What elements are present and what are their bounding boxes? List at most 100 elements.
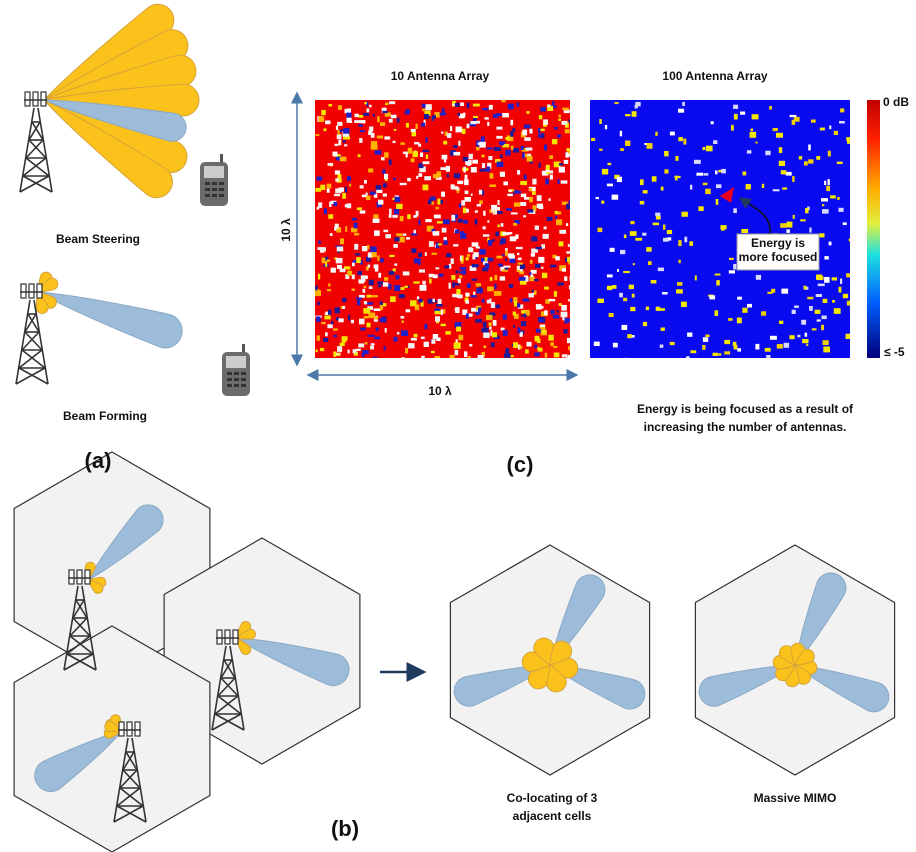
speckle (557, 282, 564, 285)
speckle (394, 209, 399, 214)
speckle (466, 313, 469, 318)
speckle (486, 167, 490, 172)
speckle (456, 271, 459, 274)
speckle (615, 102, 619, 104)
speckle (488, 240, 492, 246)
speckle (770, 336, 777, 340)
speckle (337, 265, 342, 269)
speckle (345, 187, 347, 193)
speckle (505, 259, 507, 261)
speckle (491, 302, 495, 308)
speckle (342, 306, 345, 309)
speckle (547, 172, 550, 174)
speckle (765, 348, 771, 352)
speckle (405, 348, 408, 354)
speckle (613, 343, 618, 348)
speckle (438, 243, 442, 245)
speckle (652, 176, 657, 182)
speckle (549, 198, 551, 201)
speckle (404, 286, 408, 288)
speckle (473, 104, 480, 107)
speckle (765, 151, 770, 156)
speckle (482, 155, 485, 158)
speckle (513, 148, 519, 153)
speckle (809, 306, 813, 311)
speckle (396, 275, 400, 279)
speckle (545, 353, 548, 358)
speckle (702, 345, 705, 350)
speckle (374, 264, 379, 268)
speckle (366, 196, 370, 200)
speckle (538, 348, 543, 352)
speckle (475, 210, 478, 213)
speckle (557, 134, 561, 138)
speckle (821, 325, 824, 330)
speckle (458, 141, 460, 146)
speckle (807, 297, 813, 300)
speckle (466, 300, 470, 304)
speckle (724, 340, 730, 344)
speckle (684, 237, 687, 243)
speckle (462, 129, 466, 134)
speckle (564, 276, 567, 281)
speckle (463, 157, 468, 161)
speckle (389, 119, 393, 123)
speckle (716, 280, 720, 285)
speckle (396, 233, 403, 236)
speckle (322, 258, 326, 264)
speckle (450, 126, 452, 131)
speckle (424, 176, 431, 180)
speckle (472, 279, 477, 281)
speckle (670, 132, 675, 136)
speckle (471, 295, 477, 297)
speckle (407, 178, 411, 181)
phone (200, 154, 228, 206)
speckle (455, 350, 459, 356)
speckle (555, 256, 560, 260)
speckle (336, 258, 343, 264)
speckle (317, 247, 323, 250)
speckle (352, 275, 355, 280)
speckle (484, 257, 488, 261)
speckle (562, 121, 568, 125)
speckle (715, 274, 721, 276)
speckle (521, 315, 526, 317)
speckle (514, 301, 517, 307)
speckle (485, 117, 489, 119)
speckle (781, 170, 787, 174)
speckle (605, 125, 607, 129)
speckle (362, 353, 365, 357)
speckle (424, 324, 427, 329)
speckle (338, 140, 341, 146)
speckle (327, 184, 332, 189)
speckle (320, 205, 322, 208)
speckle (619, 293, 623, 298)
speckle (784, 343, 790, 348)
speckle (411, 129, 416, 132)
speckle (646, 247, 652, 252)
speckle (463, 113, 465, 117)
speckle (359, 124, 363, 127)
speckle (459, 275, 462, 278)
speckle (483, 234, 490, 236)
speckle (566, 152, 569, 158)
speckle (516, 247, 523, 249)
speckle (538, 128, 540, 134)
speckle (447, 174, 449, 178)
speckle (755, 344, 759, 350)
speckle (538, 319, 543, 322)
speckle (436, 207, 439, 210)
speckle (369, 286, 373, 289)
annotation: more focused (739, 250, 818, 264)
speckle (496, 113, 502, 116)
speckle (497, 162, 504, 167)
speckle (741, 229, 748, 233)
speckle (370, 191, 376, 194)
speckle (411, 248, 416, 253)
speckle (536, 329, 541, 333)
speckle (323, 338, 328, 342)
speckle (392, 215, 398, 218)
speckle (529, 293, 534, 297)
speckle (520, 202, 526, 206)
speckle (484, 346, 486, 349)
